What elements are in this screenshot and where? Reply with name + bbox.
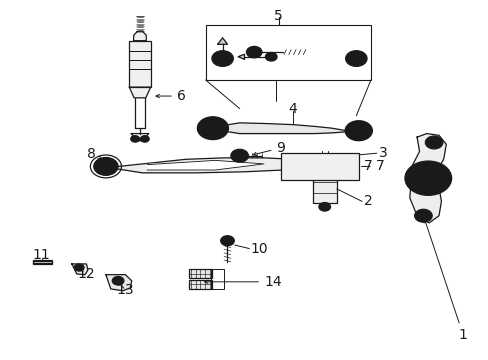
Circle shape: [425, 136, 442, 149]
Bar: [205, 24, 370, 80]
Bar: [33, 261, 52, 263]
Text: 1: 1: [423, 219, 467, 342]
Text: 11: 11: [33, 248, 51, 262]
Text: 5: 5: [274, 9, 283, 23]
Polygon shape: [131, 134, 148, 141]
Circle shape: [94, 157, 118, 175]
Circle shape: [265, 53, 277, 61]
Text: 14: 14: [204, 275, 281, 289]
Text: 8: 8: [87, 147, 102, 161]
Circle shape: [345, 121, 372, 141]
Text: 3: 3: [378, 146, 386, 160]
Bar: [211, 269, 223, 289]
Bar: [188, 269, 211, 278]
Text: 4: 4: [288, 102, 297, 116]
Polygon shape: [133, 32, 146, 41]
Circle shape: [140, 136, 149, 142]
Text: 12: 12: [78, 267, 95, 280]
Circle shape: [230, 149, 248, 162]
Polygon shape: [106, 275, 131, 291]
Bar: [129, 41, 150, 87]
Circle shape: [404, 161, 451, 195]
Circle shape: [130, 136, 139, 142]
Polygon shape: [129, 87, 150, 98]
Circle shape: [246, 46, 262, 58]
Polygon shape: [108, 158, 307, 173]
Polygon shape: [238, 54, 244, 59]
Text: 13: 13: [116, 283, 134, 297]
Circle shape: [220, 236, 234, 246]
Text: 9: 9: [253, 141, 285, 156]
Circle shape: [211, 51, 233, 66]
Polygon shape: [409, 134, 446, 223]
Bar: [312, 160, 336, 203]
Bar: [188, 280, 211, 289]
Text: 2: 2: [364, 194, 372, 208]
Bar: [281, 153, 358, 180]
Circle shape: [74, 264, 84, 271]
Polygon shape: [147, 160, 264, 170]
Circle shape: [345, 51, 366, 66]
Circle shape: [112, 276, 123, 285]
Text: 7: 7: [361, 159, 384, 174]
Bar: [315, 156, 333, 160]
Circle shape: [414, 209, 431, 222]
Text: 6: 6: [156, 89, 185, 103]
Bar: [33, 260, 52, 264]
Text: 7: 7: [364, 159, 372, 174]
Text: 10: 10: [250, 242, 267, 256]
Polygon shape: [72, 264, 88, 275]
Circle shape: [197, 117, 228, 140]
Polygon shape: [217, 38, 227, 44]
Circle shape: [318, 203, 330, 211]
